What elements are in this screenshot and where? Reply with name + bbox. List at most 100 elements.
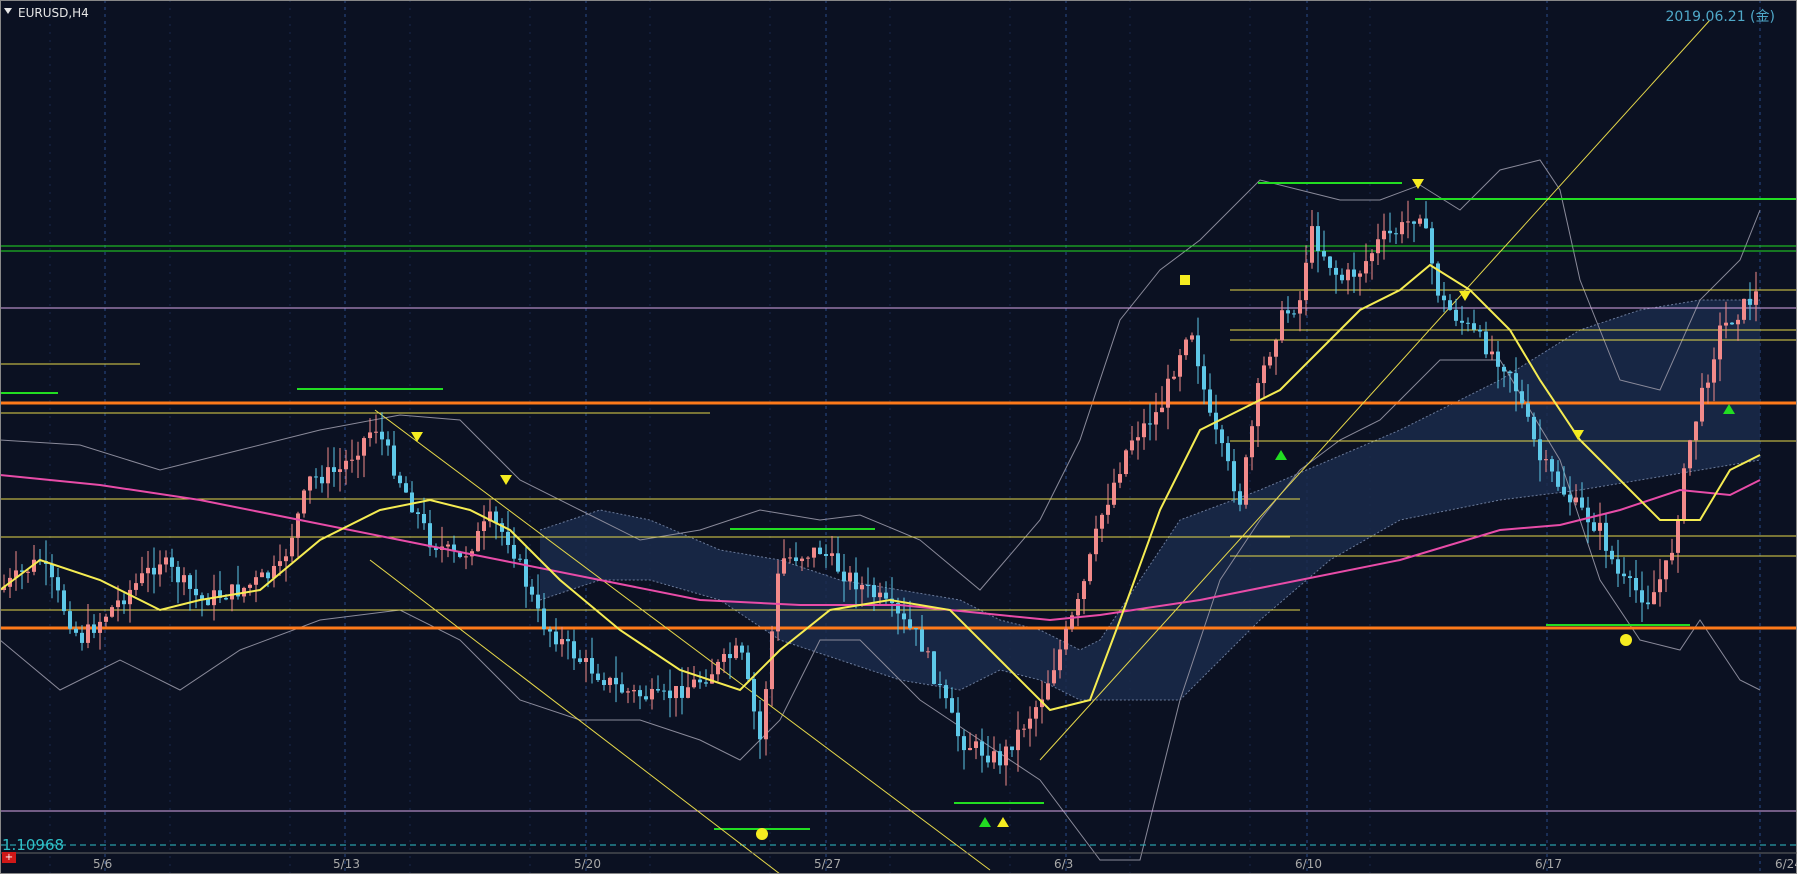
sell-signal-icon — [1412, 179, 1424, 189]
candle-body — [1424, 218, 1428, 229]
trend-line — [1039, 19, 1711, 761]
candle-body — [1322, 251, 1326, 257]
candle-body — [1520, 391, 1524, 404]
x-tick-label: 5/6 — [93, 857, 113, 871]
candle-body — [290, 537, 294, 557]
candle-body — [1268, 356, 1272, 366]
candle-body — [416, 512, 420, 515]
bollinger-upper — [0, 159, 1761, 591]
candle-body — [686, 687, 690, 698]
candle-body — [1016, 729, 1020, 751]
candle-body — [1034, 707, 1038, 719]
candle-body — [674, 686, 678, 699]
candle-body — [362, 438, 366, 456]
candle-body — [266, 572, 270, 579]
candle-body — [176, 566, 180, 583]
candle-body — [962, 736, 966, 751]
x-tick-label: 6/10 — [1295, 857, 1322, 871]
candle-body — [398, 475, 402, 484]
candle-body — [860, 584, 864, 590]
candle-body — [248, 584, 252, 588]
candle-body — [1448, 300, 1452, 310]
candle-body — [1340, 274, 1344, 281]
candle-body — [782, 558, 786, 574]
candle-body — [1238, 491, 1242, 505]
candle-body — [134, 583, 138, 590]
sell-signal-icon — [411, 432, 423, 442]
candle-body — [500, 523, 504, 532]
trend-line — [369, 559, 781, 874]
candle-body — [1166, 378, 1170, 408]
candle-body — [68, 611, 72, 629]
buy-signal-icon — [979, 817, 991, 827]
candle-body — [74, 628, 78, 633]
candle-body — [1046, 683, 1050, 700]
candle-body — [1556, 471, 1560, 487]
candle-body — [1646, 602, 1650, 605]
candle-body — [344, 460, 348, 470]
candle-body — [938, 683, 942, 686]
candle-body — [1658, 579, 1662, 593]
candle-body — [536, 594, 540, 609]
cloud-edge-top — [539, 299, 1760, 651]
candle-body — [98, 621, 102, 633]
candle-body — [1226, 443, 1230, 462]
candle-body — [1454, 309, 1458, 321]
candle-body — [272, 565, 276, 579]
candle-body — [410, 492, 414, 513]
candle-body — [1550, 459, 1554, 472]
candle-body — [1316, 226, 1320, 252]
candle-body — [1052, 670, 1056, 684]
candle-body — [584, 658, 588, 662]
candle-body — [326, 467, 330, 484]
candle-body — [764, 689, 768, 740]
candle-body — [746, 652, 750, 680]
candle-body — [548, 629, 552, 632]
candle-body — [1352, 269, 1356, 277]
candle-body — [1670, 552, 1674, 561]
candle-body — [80, 632, 84, 643]
candle-body — [1220, 429, 1224, 444]
candle-body — [140, 573, 144, 584]
candle-body — [1232, 461, 1236, 492]
candle-body — [1730, 322, 1734, 325]
candle-body — [164, 557, 168, 565]
candle-body — [1094, 528, 1098, 555]
dropdown-arrow-icon[interactable] — [4, 8, 12, 14]
candle-body — [1538, 439, 1542, 461]
candle-body — [1256, 383, 1260, 427]
candle-body — [1706, 382, 1710, 388]
candle-body — [380, 431, 384, 440]
candle-body — [1532, 416, 1536, 440]
candle-body — [620, 684, 624, 693]
candle-body — [578, 658, 582, 662]
candle-body — [974, 741, 978, 748]
x-tick-label: 5/20 — [574, 857, 601, 871]
candle-body — [776, 573, 780, 632]
dot-signal-icon — [756, 828, 768, 840]
candle-body — [668, 690, 672, 699]
candle-body — [1250, 426, 1254, 458]
candle-body — [488, 511, 492, 522]
candle-body — [1376, 239, 1380, 254]
candle-body — [452, 544, 456, 552]
candle-body — [1682, 468, 1686, 521]
candle-body — [854, 572, 858, 590]
x-tick-label: 6/3 — [1054, 857, 1074, 871]
candle-body — [1604, 522, 1608, 551]
candle-body — [62, 590, 66, 612]
candle-body — [1700, 387, 1704, 422]
candle-body — [806, 557, 810, 559]
candle-body — [332, 467, 336, 472]
candle-body — [1382, 230, 1386, 240]
candle-body — [1436, 263, 1440, 296]
plus-icon[interactable]: + — [2, 852, 16, 863]
candle-body — [680, 686, 684, 698]
candle-body — [86, 624, 90, 643]
candle-body — [1298, 300, 1302, 314]
candle-body — [920, 629, 924, 652]
candle-body — [1130, 440, 1134, 451]
candle-body — [1400, 222, 1404, 235]
